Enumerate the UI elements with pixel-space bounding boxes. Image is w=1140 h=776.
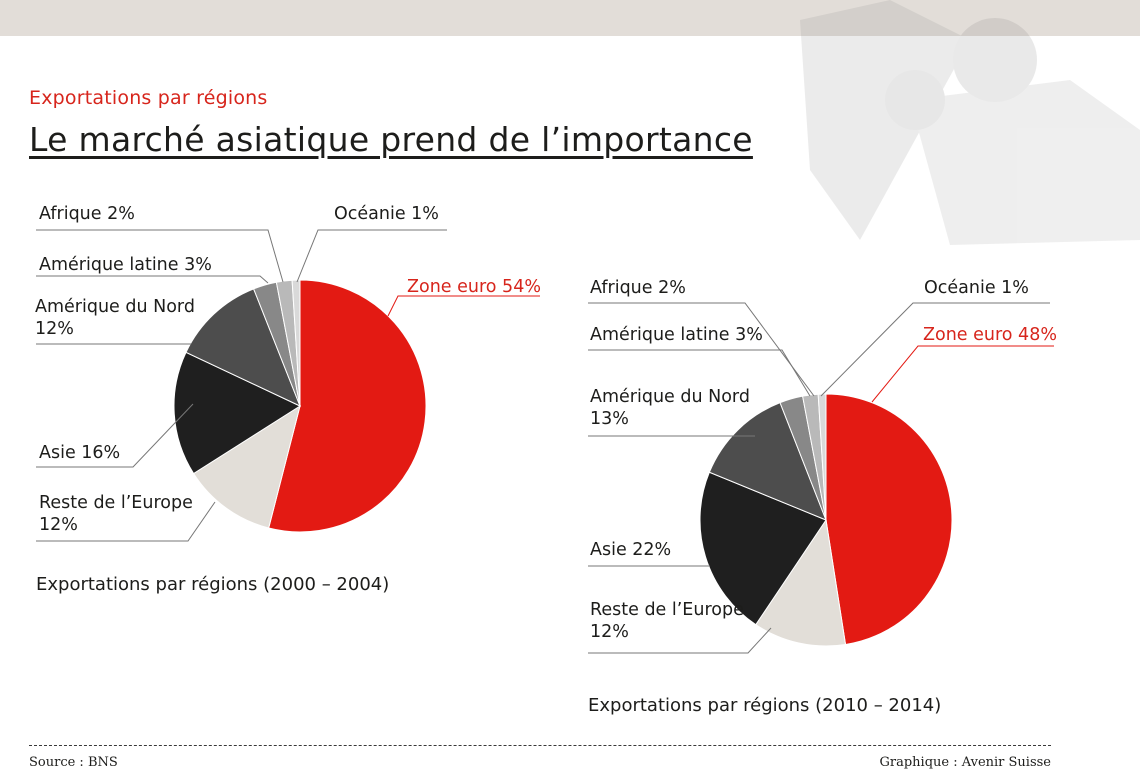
leader-line <box>36 403 194 468</box>
leader-line <box>820 302 1050 397</box>
footer-divider <box>29 745 1051 746</box>
slice-label: Afrique 2% <box>590 278 686 298</box>
slice-label: Amérique latine 3% <box>39 255 212 275</box>
pie-slice-3 <box>173 351 302 475</box>
pie-slice-7 <box>817 393 827 521</box>
pie-slice-2 <box>192 404 301 529</box>
pie-slice-3 <box>699 471 827 626</box>
pie-slice-4 <box>708 402 827 521</box>
slice-label: Reste de l’Europe 12% <box>590 600 744 642</box>
pie-chart-1: Zone euro 54% Reste de l’Europe 12% Asie 16… <box>35 204 541 595</box>
slice-label: Zone euro 48% <box>923 325 1057 345</box>
slice-label: Amérique latine 3% <box>590 325 763 345</box>
coin-small <box>885 70 945 130</box>
slice-label: Zone euro 54% <box>407 277 541 297</box>
leader-line <box>871 345 1054 403</box>
top-band <box>0 0 1140 36</box>
leader-line <box>36 501 216 542</box>
source-note: Source : BNS <box>29 755 118 770</box>
pie-slice-1 <box>825 393 953 646</box>
coin-large <box>953 18 1037 102</box>
chart-title: Le marché asiatique prend de l’importanc… <box>29 120 753 159</box>
pie-slice-2 <box>755 518 847 647</box>
banknote-left <box>800 0 970 240</box>
pie-slice-7 <box>291 279 301 407</box>
slice-label: Afrique 2% <box>39 204 135 224</box>
banknotes-coins-illustration <box>800 0 1140 245</box>
credit-note: Graphique : Avenir Suisse <box>879 755 1051 770</box>
slice-label: Océanie 1% <box>924 278 1029 298</box>
slice-label: Amérique du Nord 12% <box>35 297 195 339</box>
leader-line <box>588 349 811 397</box>
leader-line <box>588 627 772 654</box>
pie-chart-2: Zone euro 48% Reste de l’Europe 12% Asie 22… <box>588 278 1057 716</box>
leader-line <box>387 295 540 317</box>
slice-label: Reste de l’Europe 12% <box>39 493 193 535</box>
slice-label: Océanie 1% <box>334 204 439 224</box>
chart-caption: Exportations par régions (2010 – 2014) <box>588 695 941 716</box>
slice-label: Asie 16% <box>39 443 120 463</box>
slice-label: Asie 22% <box>590 540 671 560</box>
slice-label: Amérique du Nord 13% <box>590 387 750 429</box>
chart-caption: Exportations par régions (2000 – 2004) <box>36 574 389 595</box>
leader-line <box>588 302 815 397</box>
pie-slice-1 <box>268 279 427 533</box>
pie-slice-4 <box>185 288 301 407</box>
leader-line <box>36 275 269 284</box>
banknote-right <box>910 80 1140 245</box>
leader-line <box>296 229 447 283</box>
leader-line <box>36 229 284 283</box>
chart-subtitle: Exportations par régions <box>29 87 268 109</box>
